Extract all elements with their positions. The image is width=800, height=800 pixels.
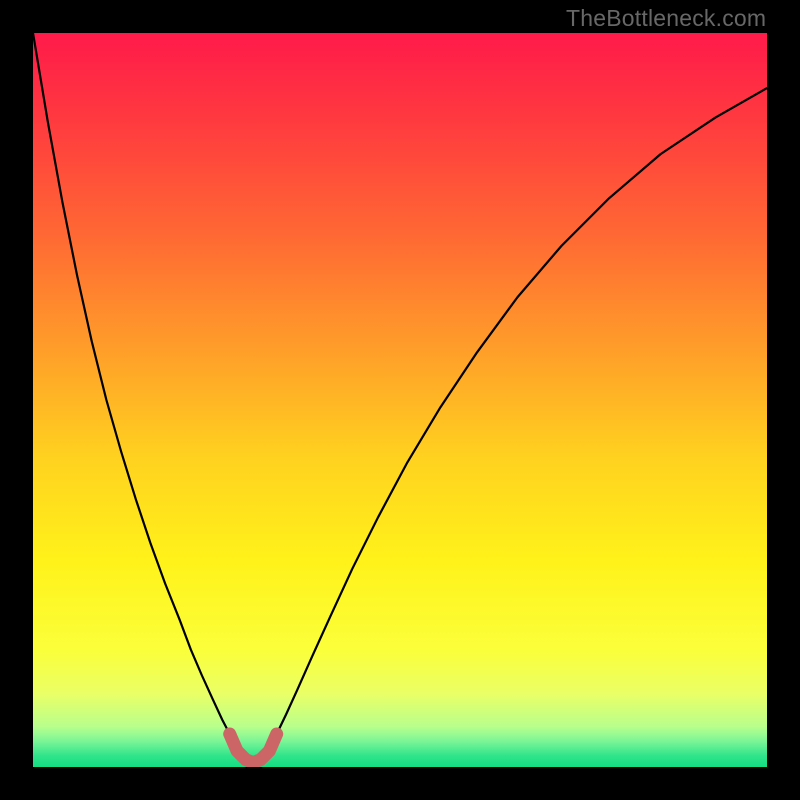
watermark-text: TheBottleneck.com: [566, 5, 766, 32]
gradient-background: [33, 33, 767, 767]
plot-area: [33, 33, 767, 767]
chart-frame: TheBottleneck.com: [0, 0, 800, 800]
